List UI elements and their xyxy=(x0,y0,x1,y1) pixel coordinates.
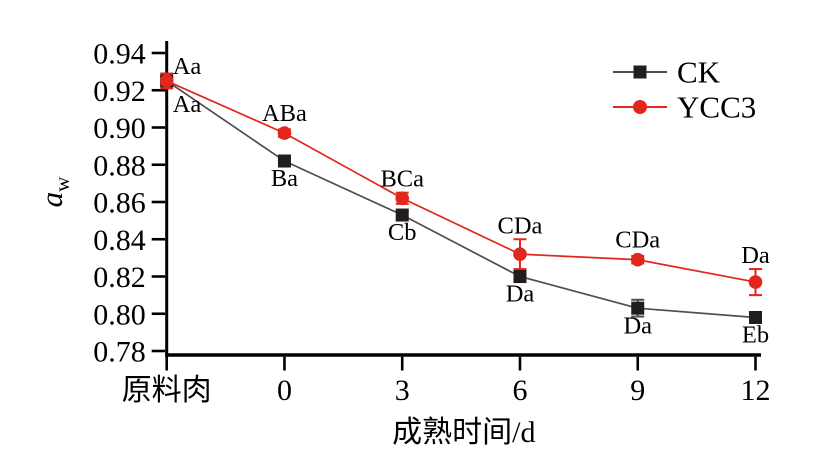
axes xyxy=(165,41,761,357)
series-YCC3: Aa ABa BCa CDa CDa Da xyxy=(159,53,770,297)
y-tick-label: 0.78 xyxy=(93,336,146,369)
marker-CK-2 xyxy=(395,208,409,222)
marker-CK-3 xyxy=(513,270,527,283)
legend-item-CK: CK xyxy=(613,55,721,90)
x-tick-label: 3 xyxy=(395,374,410,407)
y-tick-label: 0.94 xyxy=(93,38,146,71)
marker-YCC3-5 xyxy=(748,275,763,289)
marker-YCC3-0 xyxy=(159,74,174,88)
legend-label-CK: CK xyxy=(677,55,721,90)
x-tick-label: 9 xyxy=(630,374,645,407)
y-tick-label: 0.92 xyxy=(93,75,146,108)
legend-item-YCC3: YCC3 xyxy=(613,90,756,125)
point-label-YCC3-1: ABa xyxy=(262,100,307,127)
y-tick-label: 0.80 xyxy=(93,298,146,331)
marker-CK-4 xyxy=(631,301,645,315)
y-tick-label: 0.90 xyxy=(93,112,146,145)
x-axis-title: 成熟时间/d xyxy=(392,416,535,449)
point-label-CK-4: Da xyxy=(623,313,652,340)
point-label-YCC3-4: CDa xyxy=(615,227,660,254)
x-tick-label: 6 xyxy=(512,374,527,407)
point-label-CK-2: Cb xyxy=(388,219,417,246)
point-label-YCC3-2: BCa xyxy=(380,165,424,192)
point-label-CK-5: Eb xyxy=(742,321,769,348)
series-line-YCC3 xyxy=(166,80,756,283)
point-label-CK-1: Ba xyxy=(271,165,298,192)
point-label-YCC3-3: CDa xyxy=(498,212,543,239)
point-label-CK-0: Aa xyxy=(173,91,202,118)
point-label-YCC3-5: Da xyxy=(741,242,770,269)
series-line-CK xyxy=(166,80,756,319)
legend-marker-YCC3 xyxy=(633,100,647,114)
marker-YCC3-3 xyxy=(513,247,527,261)
x-tick-label: 原料肉 xyxy=(122,374,212,407)
marker-CK-5 xyxy=(749,310,762,324)
marker-YCC3-1 xyxy=(277,126,292,140)
point-label-YCC3-0: Aa xyxy=(173,53,202,80)
marker-YCC3-4 xyxy=(630,252,645,267)
y-tick-label: 0.82 xyxy=(93,261,146,294)
y-tick-label: 0.84 xyxy=(93,224,146,257)
point-label-CK-3: Da xyxy=(506,281,535,308)
y-axis-title: aw xyxy=(34,176,74,208)
x-tick-label: 0 xyxy=(277,374,292,407)
y-tick-label: 0.88 xyxy=(93,149,146,182)
x-tick-label: 12 xyxy=(741,374,771,407)
series-CK: Aa Ba Cb Da Da Eb xyxy=(160,74,769,348)
legend-label-YCC3: YCC3 xyxy=(677,90,756,125)
y-tick-label: 0.86 xyxy=(93,187,146,220)
x-axis: 原料肉 0 3 6 9 12 xyxy=(122,356,771,407)
marker-CK-1 xyxy=(277,154,291,168)
marker-YCC3-2 xyxy=(395,191,410,206)
legend-marker-CK xyxy=(633,65,647,79)
y-axis: 0.94 0.92 0.90 0.88 0.86 0.84 0.82 0.80 0.78 xyxy=(93,38,166,369)
